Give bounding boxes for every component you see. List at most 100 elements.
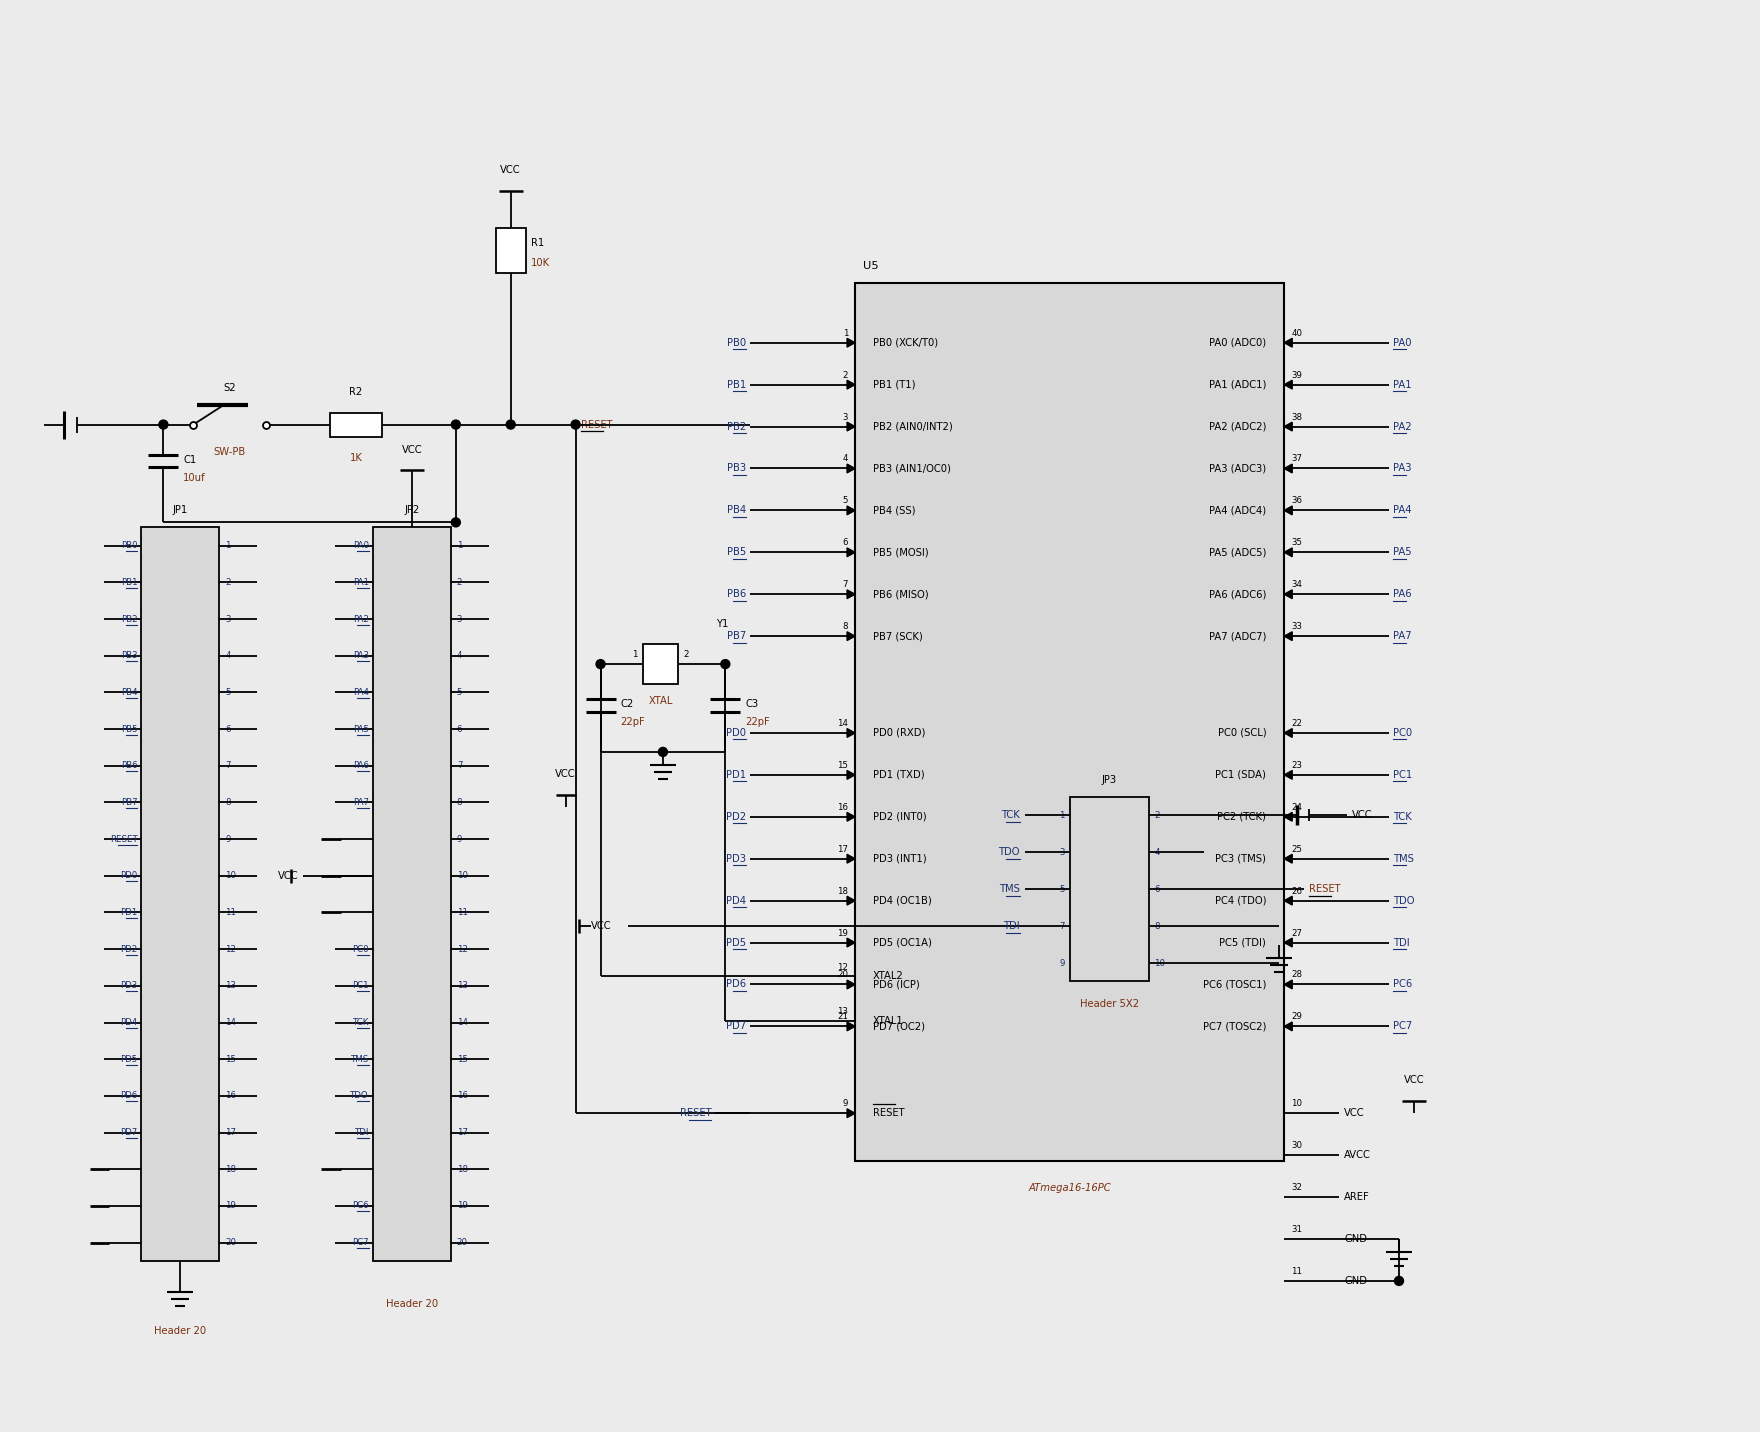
Polygon shape xyxy=(1285,422,1292,431)
Text: PB3: PB3 xyxy=(727,464,746,474)
Text: PB5: PB5 xyxy=(727,547,746,557)
Text: 19: 19 xyxy=(458,1201,468,1210)
Bar xyxy=(373,527,451,1262)
Text: PA4: PA4 xyxy=(354,687,370,697)
Text: GND: GND xyxy=(1345,1234,1368,1244)
Text: R1: R1 xyxy=(532,238,544,248)
Text: PB5 (MOSI): PB5 (MOSI) xyxy=(873,547,929,557)
Circle shape xyxy=(158,420,167,430)
Text: PA5 (ADC5): PA5 (ADC5) xyxy=(1209,547,1265,557)
Text: 3: 3 xyxy=(1060,848,1065,856)
Text: 13: 13 xyxy=(838,1008,848,1017)
Polygon shape xyxy=(847,464,855,473)
Polygon shape xyxy=(1285,590,1292,599)
Circle shape xyxy=(451,420,461,430)
Text: PD0 (RXD): PD0 (RXD) xyxy=(873,727,926,737)
Text: 12: 12 xyxy=(458,945,468,954)
Text: VCC: VCC xyxy=(1345,1108,1364,1118)
Text: 18: 18 xyxy=(458,1164,468,1174)
Polygon shape xyxy=(1285,464,1292,473)
Text: 15: 15 xyxy=(458,1055,468,1064)
Text: PC7 (TOSC2): PC7 (TOSC2) xyxy=(1202,1021,1265,1031)
Text: 11: 11 xyxy=(1292,1267,1302,1276)
Text: PD3: PD3 xyxy=(727,853,746,863)
Text: PC6: PC6 xyxy=(352,1201,370,1210)
Text: 14: 14 xyxy=(225,1018,236,1027)
Text: 8: 8 xyxy=(843,621,848,632)
Text: PD2: PD2 xyxy=(120,945,137,954)
Text: 9: 9 xyxy=(1060,958,1065,968)
Text: PB0: PB0 xyxy=(121,541,137,550)
Text: PB7 (SCK): PB7 (SCK) xyxy=(873,632,922,642)
Text: PD7: PD7 xyxy=(120,1128,137,1137)
Text: 31: 31 xyxy=(1292,1224,1302,1234)
Text: PA3: PA3 xyxy=(1392,464,1412,474)
Text: PA2: PA2 xyxy=(354,614,370,623)
Text: PA7: PA7 xyxy=(354,798,370,808)
Text: 18: 18 xyxy=(225,1164,236,1174)
Text: PC6 (TOSC1): PC6 (TOSC1) xyxy=(1202,979,1265,990)
Text: PC0 (SCL): PC0 (SCL) xyxy=(1218,727,1265,737)
Text: 21: 21 xyxy=(838,1012,848,1021)
Text: PD6: PD6 xyxy=(727,979,746,990)
Text: PB3: PB3 xyxy=(121,652,137,660)
Text: 10: 10 xyxy=(225,871,236,881)
Text: SW-PB: SW-PB xyxy=(213,447,246,457)
Text: TCK: TCK xyxy=(1001,811,1019,821)
Text: S2: S2 xyxy=(224,382,236,392)
Text: PC4 (TDO): PC4 (TDO) xyxy=(1214,895,1265,905)
Text: PA1: PA1 xyxy=(1392,379,1412,390)
Text: PD0: PD0 xyxy=(727,727,746,737)
Text: PD5: PD5 xyxy=(120,1055,137,1064)
Text: 20: 20 xyxy=(225,1239,236,1247)
Text: PA0: PA0 xyxy=(354,541,370,550)
Text: PD6: PD6 xyxy=(120,1091,137,1100)
Text: 13: 13 xyxy=(225,981,236,991)
Text: 32: 32 xyxy=(1292,1183,1302,1191)
Text: PC6: PC6 xyxy=(1392,979,1412,990)
Text: VCC: VCC xyxy=(591,921,611,931)
Text: 7: 7 xyxy=(843,580,848,589)
Text: 10: 10 xyxy=(1292,1100,1302,1108)
Text: 17: 17 xyxy=(458,1128,468,1137)
Text: 8: 8 xyxy=(225,798,231,808)
Text: 7: 7 xyxy=(1060,922,1065,931)
Text: Header 20: Header 20 xyxy=(385,1299,438,1309)
Polygon shape xyxy=(847,770,855,779)
Text: 9: 9 xyxy=(843,1100,848,1108)
Text: 13: 13 xyxy=(458,981,468,991)
Text: 8: 8 xyxy=(1155,922,1160,931)
Text: RESET: RESET xyxy=(1309,884,1341,894)
Text: 1: 1 xyxy=(632,650,637,659)
Text: PA4 (ADC4): PA4 (ADC4) xyxy=(1209,505,1265,516)
Text: PB0: PB0 xyxy=(727,338,746,348)
Text: 15: 15 xyxy=(225,1055,236,1064)
Text: 22: 22 xyxy=(1292,719,1302,727)
Text: TDI: TDI xyxy=(1003,921,1019,931)
Text: 16: 16 xyxy=(458,1091,468,1100)
Text: TDO: TDO xyxy=(350,1091,370,1100)
Text: 1: 1 xyxy=(1060,811,1065,819)
Text: PA6 (ADC6): PA6 (ADC6) xyxy=(1209,589,1265,599)
Text: PD2 (INT0): PD2 (INT0) xyxy=(873,812,926,822)
Text: PD2: PD2 xyxy=(727,812,746,822)
Text: PA0 (ADC0): PA0 (ADC0) xyxy=(1209,338,1265,348)
Text: 14: 14 xyxy=(838,719,848,727)
Text: 10K: 10K xyxy=(532,258,549,268)
Text: 19: 19 xyxy=(225,1201,236,1210)
Text: 19: 19 xyxy=(838,928,848,938)
Text: 4: 4 xyxy=(1155,848,1160,856)
Text: 16: 16 xyxy=(225,1091,236,1100)
Polygon shape xyxy=(847,1108,855,1117)
Text: PC0: PC0 xyxy=(1392,727,1412,737)
Text: 7: 7 xyxy=(458,762,463,770)
Text: 18: 18 xyxy=(838,886,848,895)
Polygon shape xyxy=(847,855,855,863)
Text: 3: 3 xyxy=(225,614,231,623)
Circle shape xyxy=(451,518,461,527)
Text: TDI: TDI xyxy=(354,1128,370,1137)
Text: PB2: PB2 xyxy=(121,614,137,623)
Polygon shape xyxy=(847,979,855,990)
Text: 23: 23 xyxy=(1292,760,1302,770)
Polygon shape xyxy=(1285,729,1292,737)
